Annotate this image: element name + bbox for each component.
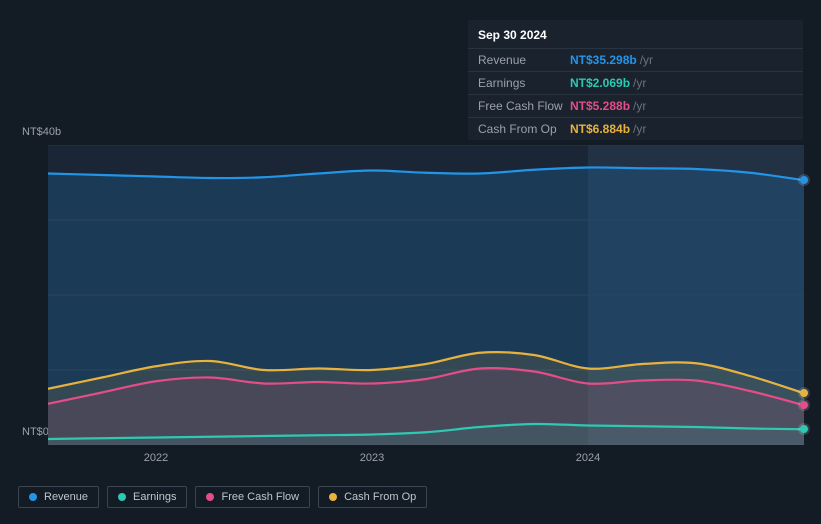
x-axis: 2022 2023 2024 xyxy=(48,452,804,468)
legend-item[interactable]: Cash From Op xyxy=(318,486,427,508)
tooltip-row: EarningsNT$2.069b/yr xyxy=(468,71,803,94)
legend-label: Free Cash Flow xyxy=(221,491,299,503)
tooltip-row-unit: /yr xyxy=(633,122,646,136)
series-end-marker xyxy=(800,176,808,184)
legend-label: Earnings xyxy=(133,491,176,503)
y-axis-max-label: NT$40b xyxy=(22,126,61,138)
tooltip-row: Cash From OpNT$6.884b/yr xyxy=(468,117,803,140)
legend-item[interactable]: Revenue xyxy=(18,486,99,508)
series-end-marker xyxy=(800,401,808,409)
tooltip-row-value: NT$2.069b xyxy=(570,76,630,90)
tooltip-row-unit: /yr xyxy=(640,53,653,67)
tooltip-row: RevenueNT$35.298b/yr xyxy=(468,48,803,71)
tooltip-row-unit: /yr xyxy=(633,99,646,113)
tooltip-date: Sep 30 2024 xyxy=(468,20,803,48)
x-axis-tick: 2022 xyxy=(144,452,168,464)
legend-swatch-icon xyxy=(118,493,126,501)
x-axis-tick: 2024 xyxy=(576,452,600,464)
legend-item[interactable]: Free Cash Flow xyxy=(195,486,310,508)
tooltip-row-value: NT$6.884b xyxy=(570,122,630,136)
legend-label: Cash From Op xyxy=(344,491,416,503)
legend: Revenue Earnings Free Cash Flow Cash From O… xyxy=(18,486,427,508)
tooltip-row-label: Free Cash Flow xyxy=(478,99,570,113)
legend-item[interactable]: Earnings xyxy=(107,486,187,508)
tooltip-row-value: NT$5.288b xyxy=(570,99,630,113)
legend-label: Revenue xyxy=(44,491,88,503)
tooltip-row-unit: /yr xyxy=(633,76,646,90)
tooltip-row-label: Revenue xyxy=(478,53,570,67)
series-end-marker xyxy=(800,425,808,433)
tooltip-row-label: Earnings xyxy=(478,76,570,90)
series-end-marker xyxy=(800,389,808,397)
financial-chart xyxy=(48,145,804,445)
tooltip-row-value: NT$35.298b xyxy=(570,53,637,67)
legend-swatch-icon xyxy=(329,493,337,501)
tooltip-row-label: Cash From Op xyxy=(478,122,570,136)
legend-swatch-icon xyxy=(29,493,37,501)
financial-tooltip: Sep 30 2024 RevenueNT$35.298b/yrEarnings… xyxy=(468,20,803,140)
x-axis-tick: 2023 xyxy=(360,452,384,464)
y-axis-min-label: NT$0 xyxy=(22,426,49,438)
legend-swatch-icon xyxy=(206,493,214,501)
tooltip-row: Free Cash FlowNT$5.288b/yr xyxy=(468,94,803,117)
